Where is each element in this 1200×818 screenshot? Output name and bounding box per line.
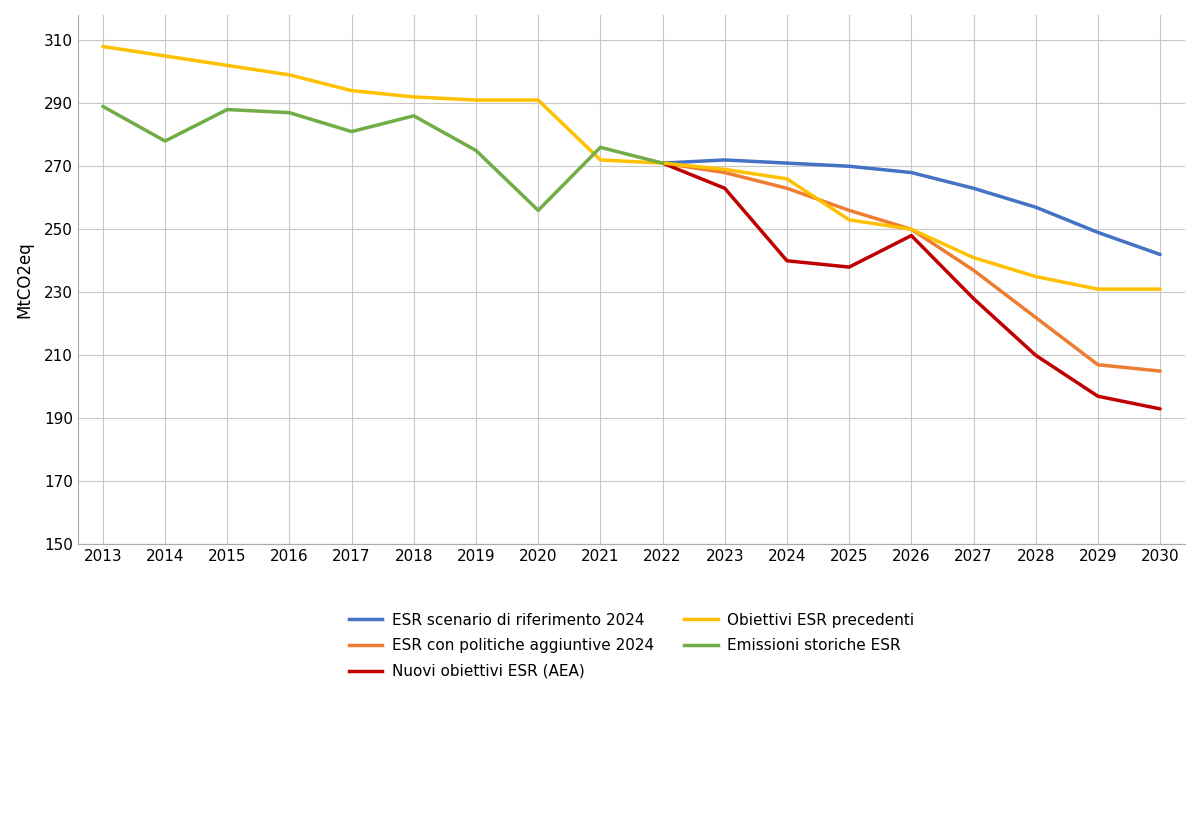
Y-axis label: MtCO2eq: MtCO2eq: [14, 241, 34, 318]
Legend: ESR scenario di riferimento 2024, ESR con politiche aggiuntive 2024, Nuovi obiet: ESR scenario di riferimento 2024, ESR co…: [341, 605, 922, 686]
